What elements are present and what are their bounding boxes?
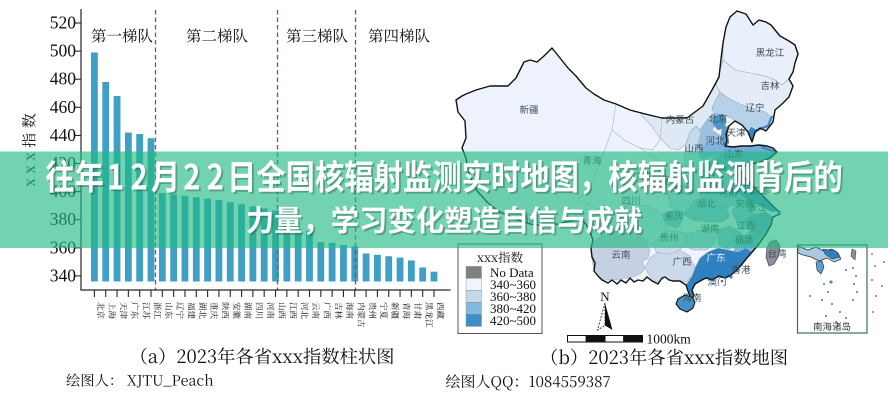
svg-text:520: 520 — [50, 13, 77, 33]
svg-text:460: 460 — [50, 97, 77, 117]
svg-text:380~420: 380~420 — [490, 301, 536, 316]
svg-text:1000km: 1000km — [647, 332, 692, 347]
svg-text:360~380: 360~380 — [490, 289, 536, 304]
svg-text:500: 500 — [50, 41, 77, 61]
svg-text:N: N — [600, 289, 610, 304]
svg-text:340~360: 340~360 — [490, 277, 536, 292]
svg-text:480: 480 — [50, 69, 77, 89]
svg-text:440: 440 — [50, 125, 77, 145]
svg-text:340: 340 — [50, 265, 77, 285]
svg-text:420~500: 420~500 — [490, 313, 536, 328]
svg-text:No Data: No Data — [490, 265, 534, 280]
